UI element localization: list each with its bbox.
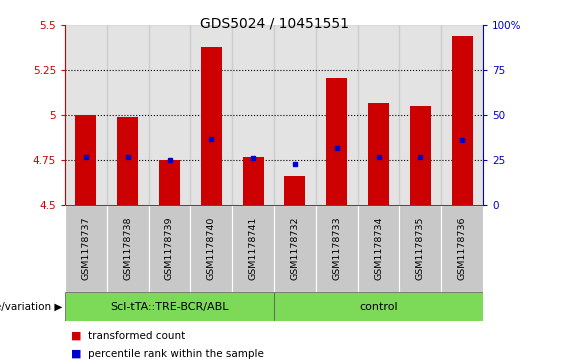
Text: genotype/variation ▶: genotype/variation ▶ bbox=[0, 302, 62, 312]
Text: GSM1178736: GSM1178736 bbox=[458, 217, 467, 280]
Bar bbox=[243, 156, 263, 205]
Text: ■: ■ bbox=[71, 349, 81, 359]
Bar bbox=[274, 205, 316, 292]
Text: transformed count: transformed count bbox=[88, 331, 185, 341]
Bar bbox=[399, 205, 441, 292]
Bar bbox=[274, 25, 316, 205]
Bar bbox=[316, 205, 358, 292]
Bar bbox=[284, 176, 305, 205]
Bar bbox=[76, 115, 96, 205]
Bar bbox=[326, 78, 347, 205]
Text: GDS5024 / 10451551: GDS5024 / 10451551 bbox=[199, 16, 349, 30]
Text: GSM1178738: GSM1178738 bbox=[123, 217, 132, 280]
Text: percentile rank within the sample: percentile rank within the sample bbox=[88, 349, 263, 359]
Bar bbox=[441, 205, 483, 292]
Text: ■: ■ bbox=[71, 331, 81, 341]
Bar bbox=[441, 25, 483, 205]
Bar bbox=[232, 205, 274, 292]
Bar bbox=[452, 36, 472, 205]
Bar bbox=[201, 47, 221, 205]
Bar bbox=[232, 25, 274, 205]
Text: GSM1178740: GSM1178740 bbox=[207, 217, 216, 280]
Bar bbox=[190, 205, 232, 292]
Bar bbox=[118, 117, 138, 205]
Bar bbox=[65, 25, 107, 205]
Text: GSM1178732: GSM1178732 bbox=[290, 217, 299, 280]
Bar bbox=[190, 25, 232, 205]
Text: GSM1178741: GSM1178741 bbox=[249, 217, 258, 280]
Bar bbox=[65, 205, 107, 292]
Bar bbox=[149, 205, 190, 292]
Bar bbox=[159, 160, 180, 205]
Bar bbox=[65, 292, 274, 321]
Text: GSM1178737: GSM1178737 bbox=[81, 217, 90, 280]
Bar bbox=[358, 25, 399, 205]
Bar bbox=[410, 106, 431, 205]
Text: GSM1178733: GSM1178733 bbox=[332, 217, 341, 281]
Text: GSM1178735: GSM1178735 bbox=[416, 217, 425, 280]
Bar bbox=[358, 205, 399, 292]
Text: GSM1178734: GSM1178734 bbox=[374, 217, 383, 280]
Text: control: control bbox=[359, 302, 398, 312]
Text: Scl-tTA::TRE-BCR/ABL: Scl-tTA::TRE-BCR/ABL bbox=[110, 302, 229, 312]
Text: GSM1178739: GSM1178739 bbox=[165, 217, 174, 280]
Bar bbox=[107, 205, 149, 292]
Bar bbox=[107, 25, 149, 205]
Bar bbox=[149, 25, 190, 205]
Bar bbox=[399, 25, 441, 205]
Bar bbox=[274, 292, 483, 321]
Bar bbox=[316, 25, 358, 205]
Bar bbox=[368, 103, 389, 205]
